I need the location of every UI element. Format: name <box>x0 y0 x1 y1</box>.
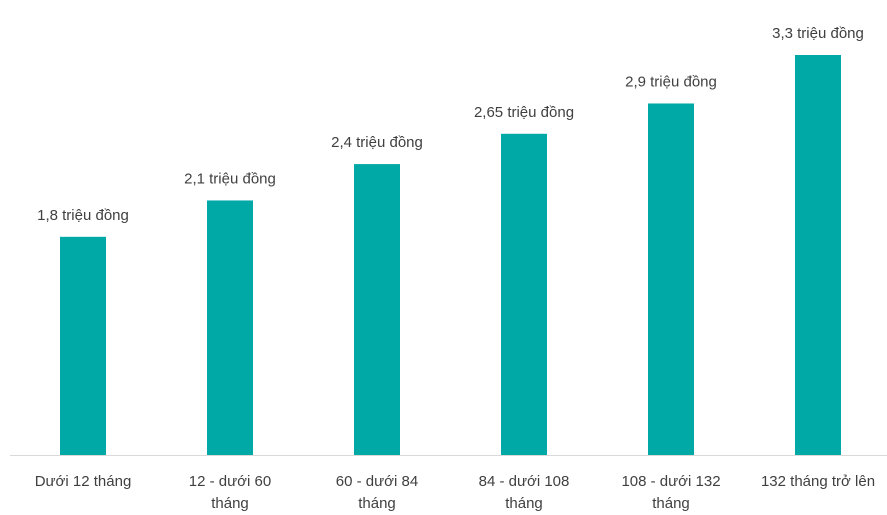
x-tick-label-line: tháng <box>358 495 396 512</box>
bar <box>648 103 694 455</box>
x-tick-label-line: 132 tháng trở lên <box>761 473 875 490</box>
bar <box>207 200 253 455</box>
bar-value-label: 2,65 triệu đồng <box>474 104 574 121</box>
data-labels-layer: 1,8 triệu đồng 2,1 triệu đồng 2,4 triệu đồ… <box>37 25 864 224</box>
x-tick-label: 132 tháng trở lên <box>761 473 875 490</box>
x-tick-label-line: Dưới 12 tháng <box>35 473 132 490</box>
bar-value-label: 2,1 triệu đồng <box>184 170 276 187</box>
bar <box>354 164 400 455</box>
bar-value-label: 2,9 triệu đồng <box>625 73 717 90</box>
bars-layer <box>60 55 841 455</box>
x-tick-label: Dưới 12 tháng <box>35 473 132 490</box>
x-tick-label-line: tháng <box>652 495 690 512</box>
x-tick-label-line: tháng <box>211 495 249 512</box>
bar <box>795 55 841 455</box>
x-tick-label-line: 108 - dưới 132 <box>621 473 720 490</box>
x-tick-label-line: tháng <box>505 495 543 512</box>
bar-value-label: 2,4 triệu đồng <box>331 134 423 151</box>
x-tick-label: 12 - dưới 60 tháng <box>189 473 271 512</box>
x-tick-label-line: 60 - dưới 84 <box>336 473 418 490</box>
bar-value-label: 1,8 triệu đồng <box>37 207 129 224</box>
x-tick-label-line: 12 - dưới 60 <box>189 473 271 490</box>
bar <box>501 133 547 455</box>
bar-value-label: 3,3 triệu đồng <box>772 25 864 42</box>
x-tick-label: 84 - dưới 108 tháng <box>479 473 570 512</box>
x-tick-label-line: 84 - dưới 108 <box>479 473 570 490</box>
x-tick-label: 108 - dưới 132 tháng <box>621 473 720 512</box>
x-tick-label: 60 - dưới 84 tháng <box>336 473 418 512</box>
bar <box>60 236 106 455</box>
